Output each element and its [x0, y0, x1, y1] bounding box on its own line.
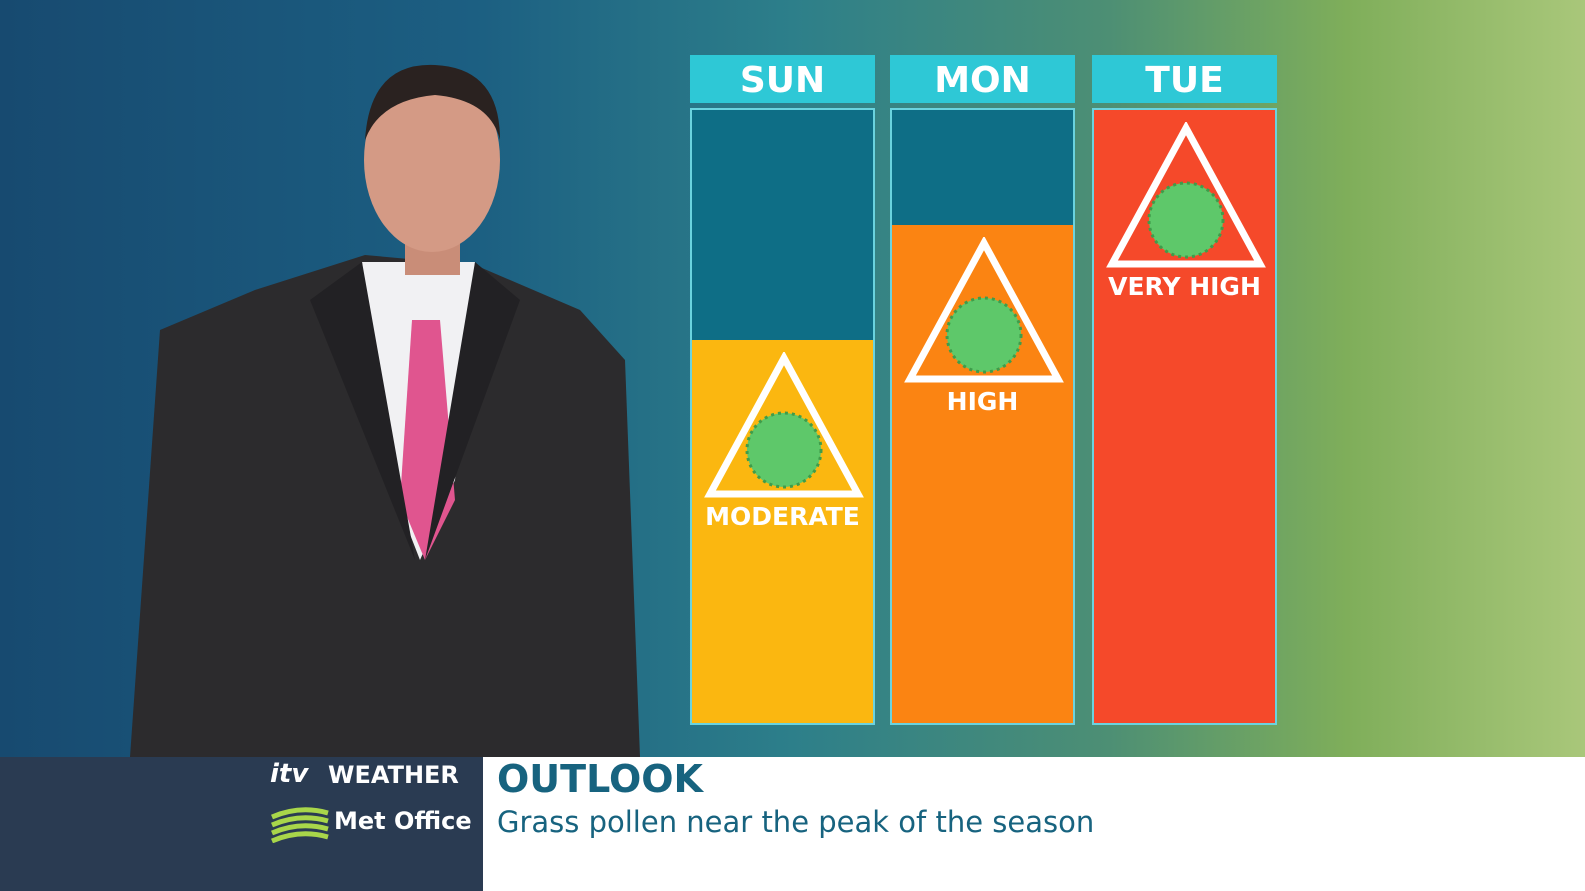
level-panel: VERY HIGH: [1092, 108, 1277, 725]
pollen-icon: [704, 352, 864, 498]
logo: itv: [270, 759, 309, 789]
pollen-icon: [1106, 122, 1266, 268]
day-column: TUE VERY HIGH: [1092, 55, 1277, 725]
level-panel: HIGH: [890, 108, 1075, 725]
presenter: [130, 64, 640, 757]
day-header: SUN: [690, 55, 875, 103]
partner: Met Office: [334, 807, 472, 835]
day-header: MON: [890, 55, 1075, 103]
channel: WEATHER: [328, 761, 459, 789]
level-fill: HIGH: [892, 225, 1073, 723]
day-column: MON HIGH: [890, 55, 1075, 725]
level-fill: MODERATE: [692, 340, 873, 723]
level-label: HIGH: [946, 387, 1019, 416]
level-fill: VERY HIGH: [1094, 110, 1275, 723]
level-label: MODERATE: [705, 502, 860, 531]
caption-title: OUTLOOK: [497, 757, 703, 801]
day-column: SUN MODERATE: [690, 55, 875, 725]
brand-panel: itv WEATHER Met Office: [0, 757, 483, 891]
level-label: VERY HIGH: [1108, 272, 1261, 301]
day-header: TUE: [1092, 55, 1277, 103]
met-office-logo: [271, 807, 329, 843]
level-panel: MODERATE: [690, 108, 875, 725]
caption-subtitle: Grass pollen near the peak of the season: [497, 805, 1095, 839]
caption-bar: itv WEATHER Met Office OUTLOOK Grass pol…: [0, 757, 1585, 891]
pollen-icon: [904, 237, 1064, 383]
